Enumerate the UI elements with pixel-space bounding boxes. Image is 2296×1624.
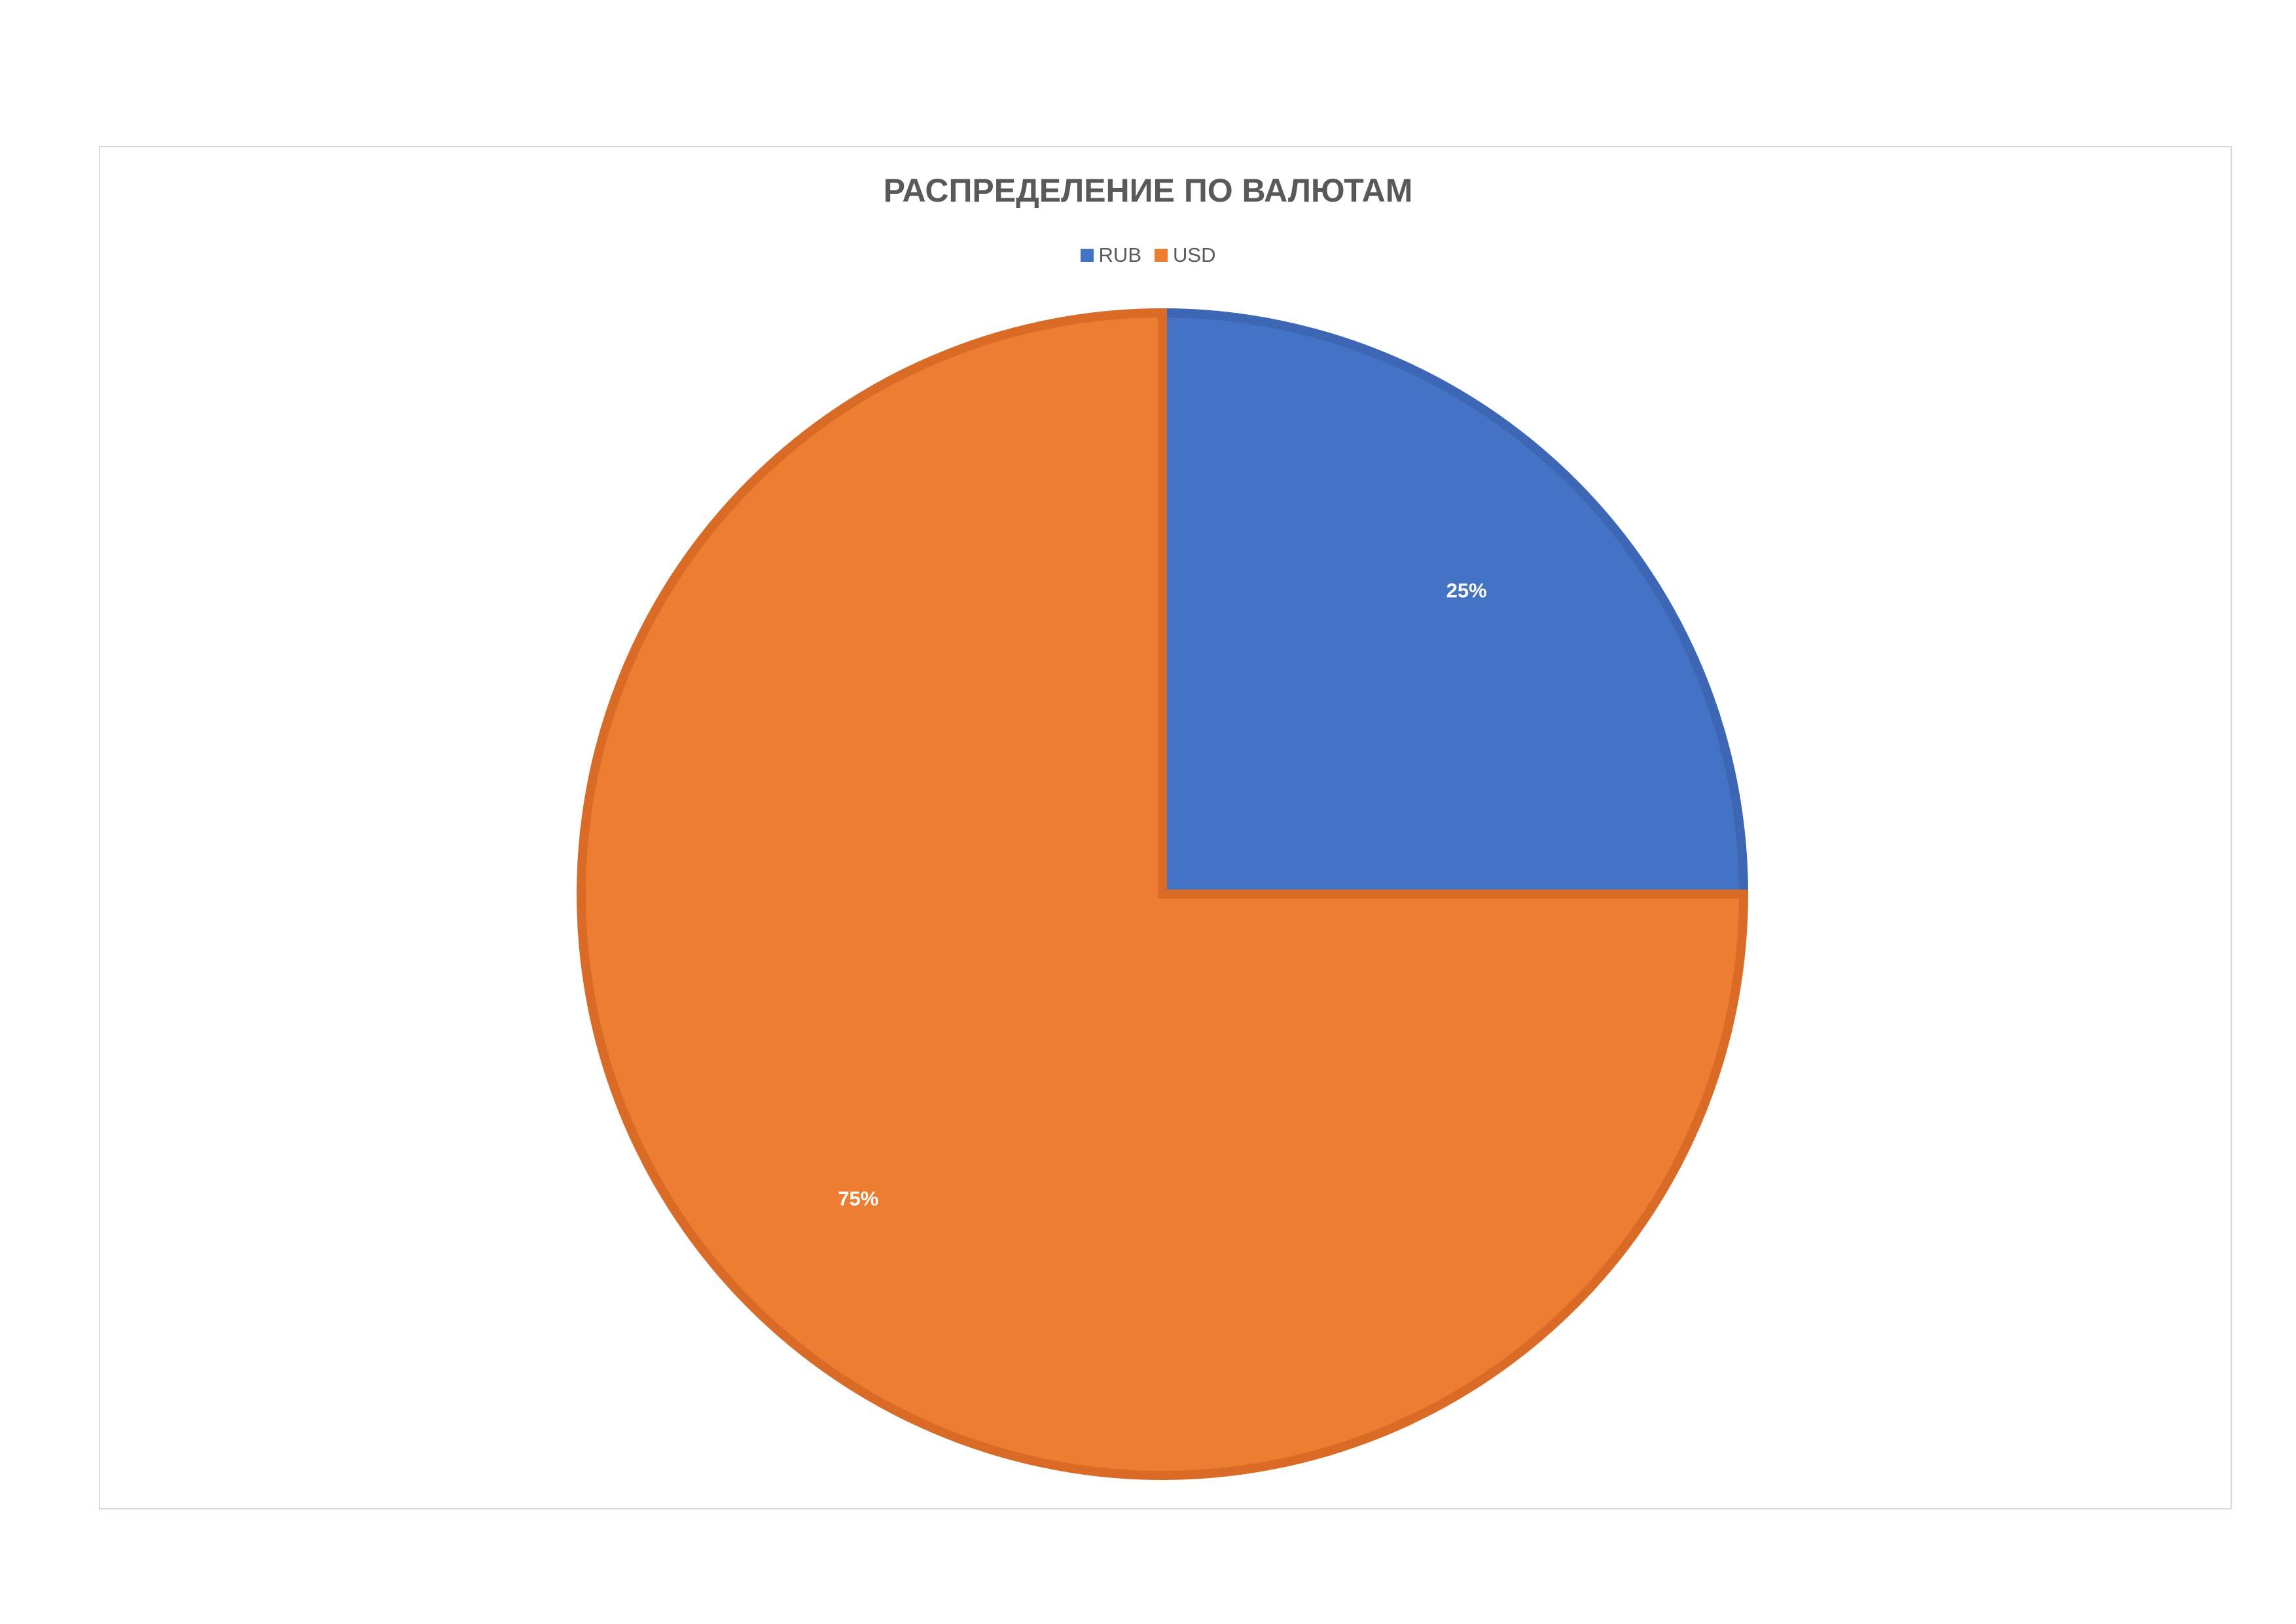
legend-swatch (1155, 249, 1168, 262)
chart-area (99, 146, 2232, 1509)
legend: RUB USD (0, 244, 2296, 267)
pie-slice-usd (577, 308, 1749, 1480)
legend-label: USD (1173, 244, 1216, 266)
legend-item-rub: RUB (1080, 244, 1141, 267)
data-label-usd: 75% (838, 1187, 878, 1210)
legend-swatch (1080, 249, 1094, 262)
pie-slice-rub (1158, 308, 1749, 899)
data-label-rub: 25% (1446, 579, 1487, 602)
legend-label: RUB (1098, 244, 1141, 266)
chart-title: РАСПРЕДЕЛЕНИЕ ПО ВАЛЮТАМ (883, 172, 1413, 209)
legend-item-usd: USD (1155, 244, 1215, 267)
